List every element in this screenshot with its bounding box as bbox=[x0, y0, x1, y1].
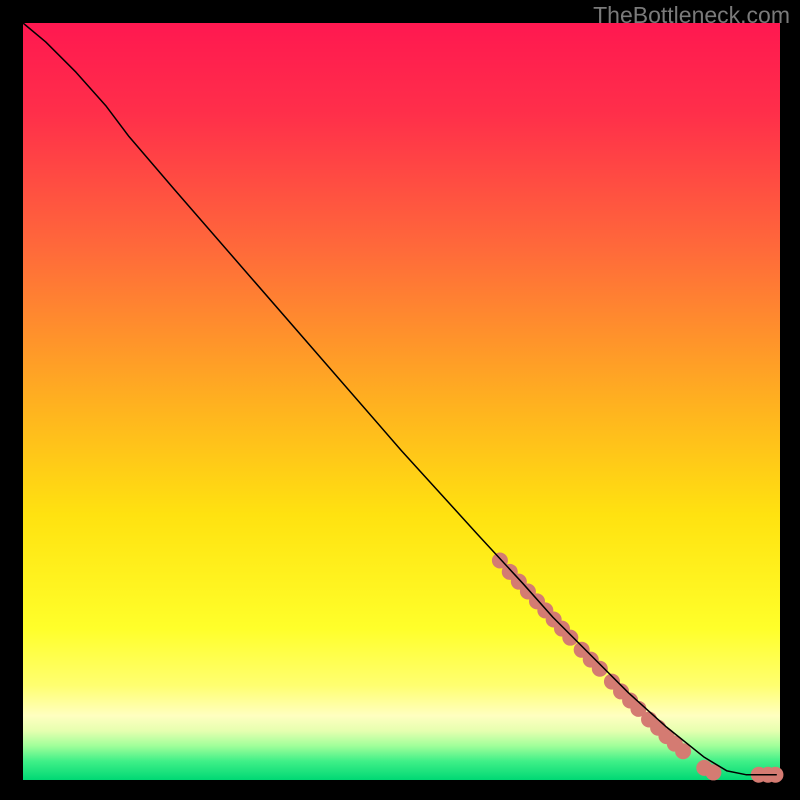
data-marker bbox=[562, 630, 578, 646]
heat-gradient-background bbox=[23, 23, 780, 780]
chart-canvas bbox=[0, 0, 800, 800]
chart-stage: TheBottleneck.com bbox=[0, 0, 800, 800]
